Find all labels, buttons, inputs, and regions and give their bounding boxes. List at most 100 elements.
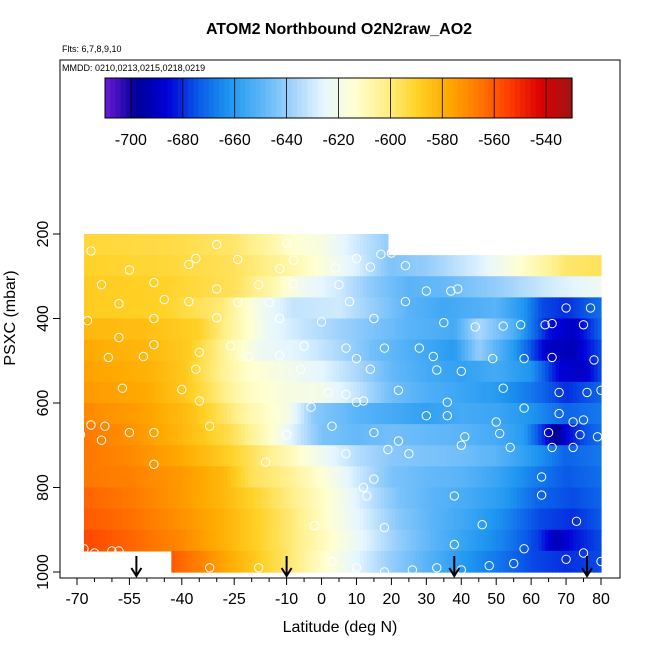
sample-point [327, 556, 337, 567]
heatmap-cell [311, 360, 316, 383]
heatmap-cell [335, 360, 340, 383]
heatmap-cell [408, 424, 413, 446]
heatmap-cell [485, 403, 490, 425]
heatmap-cell [244, 445, 249, 467]
heatmap-cell [356, 550, 361, 573]
colorbar-swatch [130, 78, 137, 118]
heatmap-cell [160, 445, 165, 467]
heatmap-cell [408, 466, 413, 489]
heatmap-cell [279, 550, 284, 573]
heatmap-cell [101, 255, 106, 277]
heatmap-cell [468, 276, 473, 298]
colorbar-swatch [535, 78, 542, 118]
heatmap-cell [499, 360, 504, 383]
heatmap-cell [419, 487, 424, 510]
heatmap-cell [391, 487, 396, 510]
heatmap-cell [307, 297, 312, 320]
heatmap-cell [419, 255, 424, 277]
heatmap-cell [356, 508, 361, 531]
heatmap-cell [391, 276, 396, 298]
heatmap-cell [457, 508, 462, 531]
heatmap-cell [339, 550, 344, 573]
heatmap-cell [150, 424, 155, 446]
heatmap-cell [429, 297, 434, 320]
heatmap-cell [262, 234, 267, 256]
arrow-head [448, 567, 461, 578]
heatmap-cell [349, 445, 354, 467]
heatmap-cell [464, 339, 469, 362]
heatmap-cell [478, 445, 483, 467]
heatmap-cell [461, 403, 466, 425]
heatmap-cell [146, 424, 151, 446]
heatmap-cell [384, 487, 389, 510]
heatmap-cell [104, 360, 110, 383]
heatmap-cell [307, 445, 312, 467]
heatmap-cell [552, 529, 557, 552]
heatmap-cell [279, 318, 284, 341]
heatmap-cell [111, 487, 117, 510]
heatmap-cell [157, 276, 162, 298]
heatmap-cell [108, 255, 113, 277]
heatmap-cell [216, 297, 221, 320]
heatmap-cell [297, 445, 302, 467]
heatmap-cell [115, 255, 120, 277]
heatmap-cell [332, 445, 337, 467]
heatmap-cell [464, 445, 469, 467]
heatmap-cell [517, 360, 522, 383]
heatmap-cell [335, 403, 340, 425]
heatmap-cell [419, 403, 424, 425]
heatmap-cell [101, 360, 106, 383]
heatmap-cell [251, 487, 256, 510]
heatmap-cell [573, 508, 578, 531]
heatmap-cell [454, 550, 459, 573]
heatmap-cell [181, 403, 186, 425]
heatmap-cell [590, 550, 595, 573]
heatmap-cell [440, 466, 445, 489]
heatmap-cell [279, 360, 284, 383]
heatmap-cell [590, 529, 595, 552]
heatmap-cell [370, 466, 375, 489]
heatmap-cell [482, 276, 487, 298]
heatmap-cell [583, 445, 588, 467]
heatmap-cell [363, 255, 368, 277]
heatmap-cell [454, 487, 459, 510]
heatmap-cell [548, 487, 553, 510]
heatmap-cell [440, 297, 445, 320]
heatmap-cell [594, 403, 599, 425]
heatmap-cell [356, 339, 361, 362]
heatmap-cell [325, 403, 330, 425]
sample-point [519, 353, 529, 364]
heatmap-cell [125, 339, 130, 362]
heatmap-cell [461, 276, 466, 298]
heatmap-cell [293, 445, 298, 467]
heatmap-cell [335, 255, 340, 277]
heatmap-cell [115, 487, 120, 510]
heatmap-cell [520, 466, 525, 489]
heatmap-cell [293, 255, 298, 277]
heatmap-cell [269, 276, 274, 298]
heatmap-cell [255, 276, 260, 298]
heatmap-cell [83, 339, 89, 362]
colorbar-swatch [198, 78, 205, 118]
sample-point [100, 421, 110, 431]
heatmap-cell [157, 487, 162, 510]
heatmap-cell [363, 403, 368, 425]
heatmap-cell [90, 487, 96, 510]
heatmap-cell [230, 424, 235, 446]
heatmap-cell [94, 381, 99, 404]
heatmap-cell [230, 297, 235, 320]
heatmap-cell [321, 360, 326, 383]
heatmap-cell [174, 276, 179, 298]
heatmap-cell [426, 508, 431, 531]
heatmap-cell [97, 381, 103, 404]
heatmap-cell [534, 403, 539, 425]
heatmap-cell [335, 297, 340, 320]
heatmap-cell [339, 255, 344, 277]
heatmap-cell [230, 318, 235, 341]
heatmap-cell [258, 297, 263, 320]
heatmap-cell [223, 508, 228, 531]
heatmap-cell [328, 529, 333, 552]
heatmap-cell [171, 234, 176, 256]
heatmap-cell [244, 297, 249, 320]
heatmap-cell [594, 255, 599, 277]
